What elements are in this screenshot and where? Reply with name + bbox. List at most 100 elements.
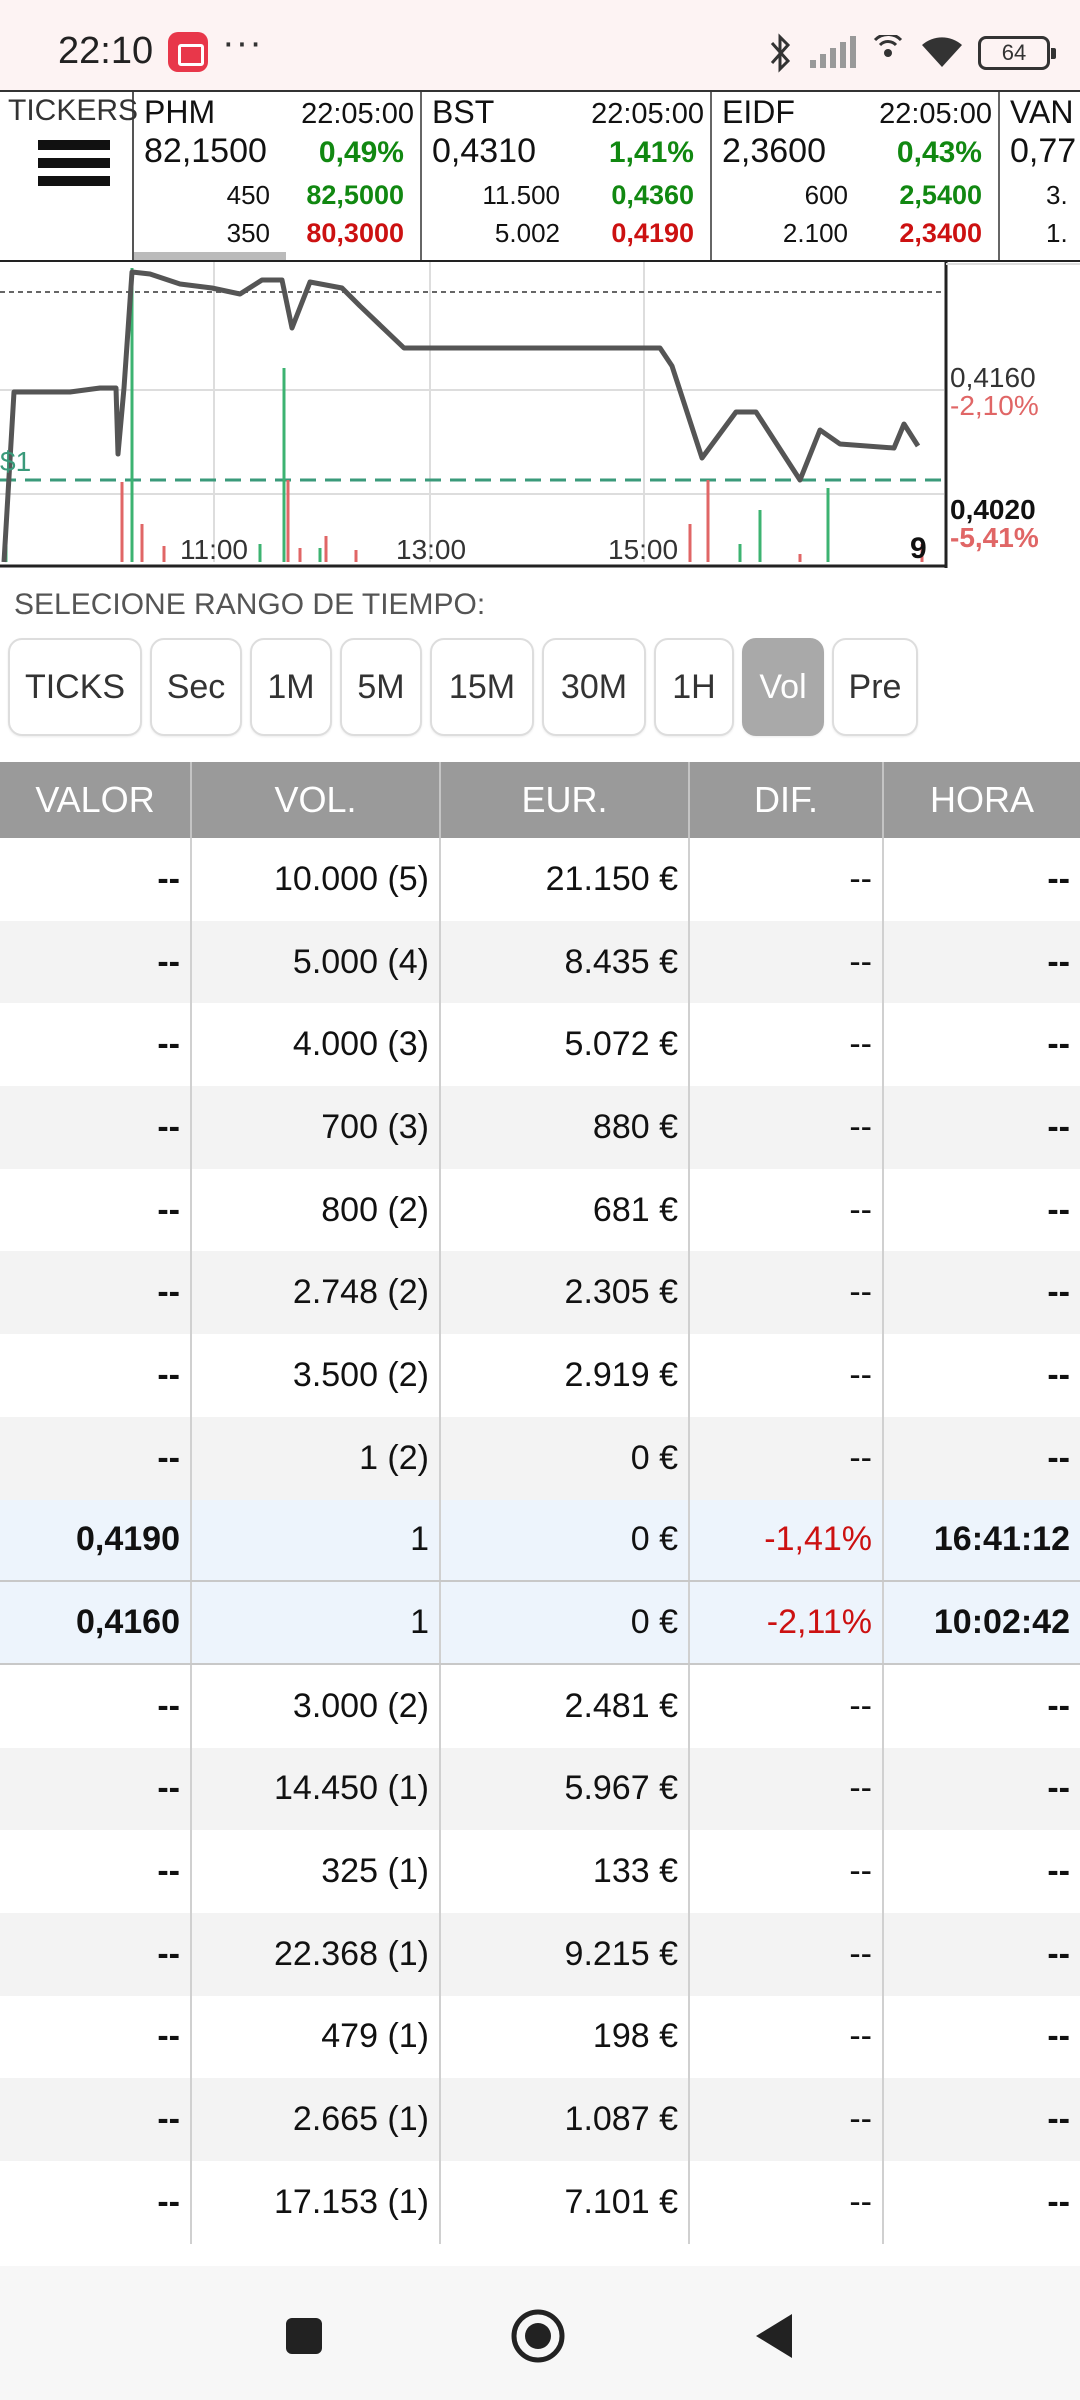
table-row[interactable]: -- 14.450 (1) 5.967 € -- -- <box>0 1747 1080 1831</box>
cell-eur: 880 € <box>441 1086 690 1169</box>
range-button-pre[interactable]: Pre <box>832 638 918 736</box>
cell-eur: 21.150 € <box>441 838 690 921</box>
table-row[interactable]: -- 17.153 (1) 7.101 € -- -- <box>0 2161 1080 2244</box>
cell-dif: -- <box>690 1168 884 1252</box>
column-header-valor[interactable]: VALOR <box>0 762 192 838</box>
column-header-dif[interactable]: DIF. <box>690 762 884 838</box>
bluetooth-icon <box>770 33 791 73</box>
cell-dif: -- <box>690 920 884 1004</box>
ticker-bid: 0,4360 <box>611 180 694 210</box>
cell-eur: 5.967 € <box>441 1747 690 1831</box>
cell-hora: -- <box>1047 1769 1070 1808</box>
table-row[interactable]: -- 5.000 (4) 8.435 € -- -- <box>0 920 1080 1004</box>
cell-dif: -1,41% <box>690 1499 884 1581</box>
cell-eur: 2.481 € <box>441 1664 690 1748</box>
range-label: SELECIONE RANGO DE TIEMPO: <box>14 588 486 621</box>
tickers-strip[interactable]: TICKERS PHM 22:05:00 82,1500 0,49% 450 8… <box>0 90 1080 262</box>
table-row[interactable]: -- 3.500 (2) 2.919 € -- -- <box>0 1334 1080 1417</box>
cell-valor: -- <box>0 2078 192 2161</box>
ticker-card-phm[interactable]: PHM 22:05:00 82,1500 0,49% 450 82,5000 3… <box>136 92 422 260</box>
ticker-bid: 82,5000 <box>306 180 404 210</box>
ticker-name: VAN <box>1010 94 1074 130</box>
cell-valor: 0,4160 <box>0 1582 192 1663</box>
cell-vol: 700 (3) <box>192 1086 441 1169</box>
chart-left-tag: $1 <box>0 446 32 477</box>
cell-vol: 1 <box>192 1499 441 1581</box>
table-row[interactable]: -- 800 (2) 681 € -- -- <box>0 1168 1080 1252</box>
mid-price-label: 0,4160 <box>950 362 1036 393</box>
back-icon[interactable] <box>734 2296 814 2376</box>
table-row[interactable]: -- 325 (1) 133 € -- -- <box>0 1830 1080 1913</box>
home-icon[interactable] <box>498 2296 578 2376</box>
shopping-app-icon <box>168 32 208 72</box>
range-button-sec[interactable]: Sec <box>150 638 242 736</box>
table-row[interactable]: -- 2.748 (2) 2.305 € -- -- <box>0 1251 1080 1335</box>
range-button-vol[interactable]: Vol <box>742 638 824 736</box>
ticker-card-van[interactable]: VAN 0,77 3. 1. <box>1002 92 1080 260</box>
table-row[interactable]: -- 1 (2) 0 € -- -- <box>0 1416 1080 1500</box>
table-header: VALOR VOL. EUR. DIF. HORA <box>0 762 1080 838</box>
cell-hora: -- <box>1047 2182 1070 2221</box>
cell-dif: -- <box>690 2161 884 2244</box>
cell-hora: -- <box>1047 859 1070 898</box>
table-body: -- 10.000 (5) 21.150 € -- -- -- 5.000 (4) 8.435… <box>0 838 1080 2244</box>
tickers-scrollbar[interactable] <box>134 252 286 260</box>
table-row[interactable]: -- 22.368 (1) 9.215 € -- -- <box>0 1912 1080 1996</box>
wifi-icon <box>922 37 962 67</box>
column-header-eur[interactable]: EUR. <box>441 762 690 838</box>
ticker-name: BST <box>432 94 495 130</box>
cell-signal-icon <box>810 36 856 68</box>
price-chart[interactable]: $1 11:00 13:00 15:00 9 0,4160 -2,10% 0,4… <box>0 262 1080 568</box>
table-row[interactable]: -- 2.665 (1) 1.087 € -- -- <box>0 2078 1080 2161</box>
table-row[interactable]: -- 3.000 (2) 2.481 € -- -- <box>0 1664 1080 1748</box>
tickers-label: TICKERS <box>8 94 139 127</box>
cell-valor: -- <box>0 838 192 921</box>
ticker-ask-size: 2.100 <box>782 218 848 248</box>
cell-valor: -- <box>0 1003 192 1087</box>
range-button-ticks[interactable]: TICKS <box>8 638 142 736</box>
cell-eur: 5.072 € <box>441 1003 690 1087</box>
cell-dif: -- <box>690 1086 884 1169</box>
cell-hora: -- <box>1047 1355 1070 1394</box>
ticker-bid-size: 11.500 <box>482 180 560 210</box>
ticker-card-eidf[interactable]: EIDF 22:05:00 2,3600 0,43% 600 2,5400 2.… <box>714 92 1000 260</box>
tickers-menu[interactable]: TICKERS <box>0 92 138 260</box>
range-button-1m[interactable]: 1M <box>250 638 332 736</box>
cell-hora: -- <box>1047 1190 1070 1229</box>
column-header-hora[interactable]: HORA <box>929 779 1034 820</box>
cell-eur: 9.215 € <box>441 1912 690 1996</box>
range-button-5m[interactable]: 5M <box>340 638 422 736</box>
cell-vol: 14.450 (1) <box>192 1747 441 1831</box>
recents-icon[interactable] <box>264 2296 344 2376</box>
ticker-time: 22:05:00 <box>879 98 992 130</box>
ticker-ask-size: 5.002 <box>494 218 560 248</box>
cell-valor: -- <box>0 1086 192 1169</box>
cell-vol: 325 (1) <box>192 1830 441 1913</box>
cell-eur: 198 € <box>441 1995 690 2079</box>
cell-vol: 479 (1) <box>192 1995 441 2079</box>
ticker-time: 22:05:00 <box>301 98 414 130</box>
ticker-time: 22:05:00 <box>591 98 704 130</box>
ticker-card-bst[interactable]: BST 22:05:00 0,4310 1,41% 11.500 0,4360 … <box>424 92 712 260</box>
range-button-1h[interactable]: 1H <box>654 638 734 736</box>
cell-dif: -- <box>690 1995 884 2079</box>
cell-eur: 8.435 € <box>441 920 690 1004</box>
cell-valor: -- <box>0 1251 192 1335</box>
battery-icon: 64 <box>978 36 1056 70</box>
range-button-30m[interactable]: 30M <box>542 638 646 736</box>
table-row[interactable]: 0,4190 1 0 € -1,41% 16:41:12 <box>0 1499 1080 1583</box>
range-button-15m[interactable]: 15M <box>430 638 534 736</box>
cell-dif: -- <box>690 1251 884 1335</box>
ticker-change: 1,41% <box>608 136 694 169</box>
table-row[interactable]: -- 479 (1) 198 € -- -- <box>0 1995 1080 2079</box>
column-header-vol[interactable]: VOL. <box>192 762 441 838</box>
cell-hora: -- <box>1047 942 1070 981</box>
table-row[interactable]: -- 4.000 (3) 5.072 € -- -- <box>0 1003 1080 1087</box>
ticker-ask: 80,3000 <box>306 218 404 248</box>
table-row[interactable]: -- 700 (3) 880 € -- -- <box>0 1086 1080 1169</box>
cell-vol: 2.665 (1) <box>192 2078 441 2161</box>
table-row[interactable]: -- 10.000 (5) 21.150 € -- -- <box>0 838 1080 921</box>
table-row[interactable]: 0,4160 1 0 € -2,11% 10:02:42 <box>0 1582 1080 1665</box>
hamburger-menu-icon[interactable] <box>38 140 110 192</box>
ticker-bid-size: 450 <box>226 180 270 210</box>
